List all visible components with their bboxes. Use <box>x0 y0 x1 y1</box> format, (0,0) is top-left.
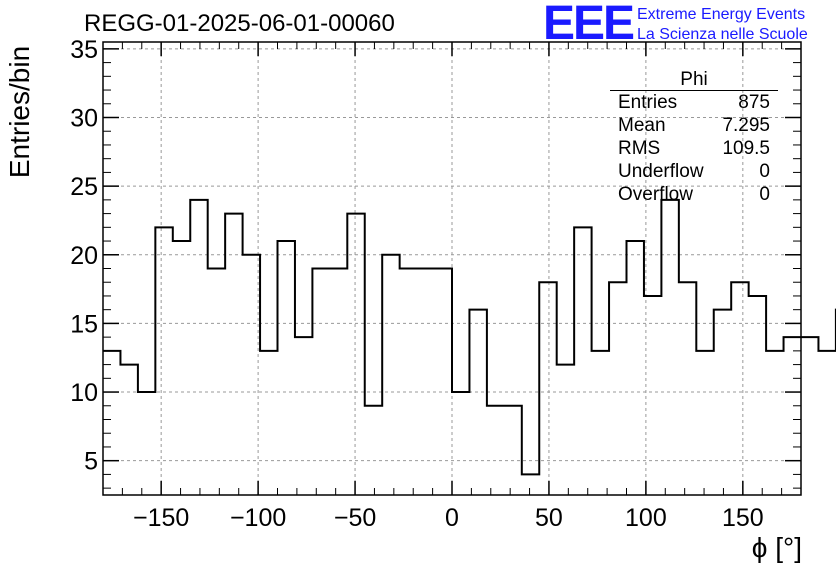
y-axis-label: Entries/bin <box>4 45 35 179</box>
histogram-bin <box>749 296 766 495</box>
x-tick-label: −150 <box>133 504 189 532</box>
stats-label: Entries <box>618 92 678 113</box>
histogram-bin <box>504 406 521 495</box>
histogram-bin <box>679 282 696 495</box>
histogram-bin <box>522 474 539 495</box>
histogram-bin <box>487 406 504 495</box>
histogram-bin <box>696 351 713 495</box>
stats-label: RMS <box>618 138 661 159</box>
histogram-bin <box>784 337 801 495</box>
stats-label: Underflow <box>618 161 704 182</box>
histogram-bin <box>173 241 190 495</box>
histogram-bin <box>260 351 277 495</box>
histogram-bin <box>801 337 818 495</box>
plot-frame <box>102 41 802 496</box>
stats-box: Phi Entries 875 Mean 7.295 RMS 109.5 Und… <box>610 70 778 206</box>
histogram-bin <box>661 200 678 495</box>
histogram-bin <box>417 269 434 496</box>
histogram-bin <box>400 269 417 496</box>
histogram-bin <box>347 214 364 495</box>
histogram-bin <box>766 351 783 495</box>
stats-label: Overflow <box>618 184 693 205</box>
x-tick-label: 50 <box>535 504 563 532</box>
stats-value: 0 <box>759 184 770 205</box>
histogram-bin <box>731 282 748 495</box>
histogram-bin <box>312 269 329 496</box>
histogram-bin <box>365 406 382 495</box>
histogram-bin <box>469 310 486 495</box>
stats-row-underflow: Underflow 0 <box>610 160 778 183</box>
y-tick-label: 35 <box>70 36 98 64</box>
stats-value: 0 <box>759 161 770 182</box>
stats-title: Phi <box>610 70 778 91</box>
y-tick-label: 20 <box>70 242 98 270</box>
x-tick-label: 0 <box>445 504 459 532</box>
histogram-bin <box>557 365 574 495</box>
y-tick-label: 30 <box>70 105 98 133</box>
x-tick-label: 150 <box>722 504 764 532</box>
x-tick-label: 100 <box>625 504 667 532</box>
x-tick-label: −100 <box>230 504 286 532</box>
histogram-bin <box>295 337 312 495</box>
stats-row-rms: RMS 109.5 <box>610 137 778 160</box>
histogram-bin <box>103 351 120 495</box>
stats-row-entries: Entries 875 <box>610 91 778 114</box>
y-tick-label: 5 <box>84 448 98 476</box>
histogram-bin <box>435 269 452 496</box>
stats-value: 109.5 <box>722 138 770 159</box>
stats-label: Mean <box>618 115 666 136</box>
histogram-bin <box>644 296 661 495</box>
histogram-bin <box>208 269 225 496</box>
eee-logo: EEE <box>543 0 635 50</box>
histogram-bin <box>225 214 242 495</box>
y-tick-label: 25 <box>70 173 98 201</box>
histogram-bin <box>539 282 556 495</box>
histogram-bin <box>138 392 155 495</box>
stats-value: 875 <box>738 92 770 113</box>
histogram-bin <box>818 351 835 495</box>
histogram-bin <box>382 255 399 495</box>
histogram-bin <box>243 255 260 495</box>
stats-row-overflow: Overflow 0 <box>610 183 778 206</box>
histogram-bin <box>627 241 644 495</box>
histogram-bin <box>155 227 172 495</box>
y-tick-label: 15 <box>70 310 98 338</box>
x-axis-label: ϕ [°] <box>751 532 802 563</box>
stats-row-mean: Mean 7.295 <box>610 114 778 137</box>
logo-line-2: La Scienza nelle Scuole <box>637 26 808 43</box>
chart-title: REGG-01-2025-06-01-00060 <box>84 10 395 37</box>
axis-ticks: −150 −100 −50 0 50 100 150 5 10 15 20 25 30 35 <box>70 36 802 532</box>
y-tick-label: 10 <box>70 379 98 407</box>
x-tick-label: −50 <box>334 504 376 532</box>
histogram-bin <box>714 310 731 495</box>
histogram-bin <box>190 200 207 495</box>
stats-value: 7.295 <box>722 115 770 136</box>
logo-line-1: Extreme Energy Events <box>637 6 806 23</box>
histogram-bin <box>452 392 469 495</box>
histogram-bin <box>278 241 295 495</box>
histogram-bin <box>574 227 591 495</box>
histogram-bin <box>330 269 347 496</box>
histogram-outline <box>103 198 836 476</box>
histogram-bin <box>592 351 609 495</box>
histogram-bin <box>120 365 137 495</box>
histogram-bin <box>609 282 626 495</box>
